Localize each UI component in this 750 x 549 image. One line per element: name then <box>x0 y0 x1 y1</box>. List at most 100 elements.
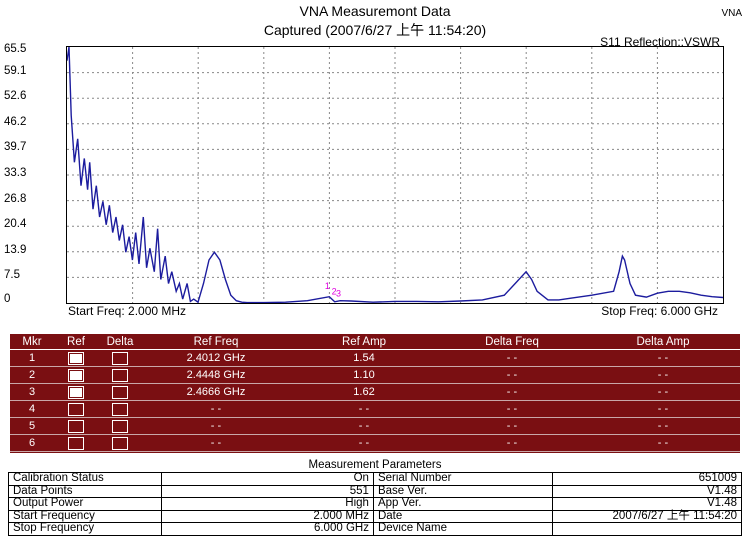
marker-delta-checkbox[interactable] <box>112 402 128 416</box>
parameter-row: Data Points 551 Base Ver. V1.48 <box>7 484 743 498</box>
parameter-label: Base Ver. <box>372 484 553 498</box>
marker-ref-checkbox[interactable] <box>68 351 84 365</box>
marker-ref-cell <box>54 434 98 452</box>
marker-mkr: 2 <box>10 366 54 384</box>
y-tick-label: 39.7 <box>4 141 27 154</box>
marker-delta-amp: - - <box>586 383 740 401</box>
y-tick-label: 46.2 <box>4 115 27 128</box>
parameter-value: 6.000 GHz <box>161 522 374 536</box>
parameter-value: 551 <box>161 484 374 498</box>
marker-header-delta-freq: Delta Freq <box>438 334 586 350</box>
marker-ref-checkbox[interactable] <box>68 385 84 399</box>
marker-delta-checkbox[interactable] <box>112 385 128 399</box>
marker-delta-amp: - - <box>586 400 740 418</box>
marker-mkr: 3 <box>10 383 54 401</box>
marker-ref-amp: 1.62 <box>290 383 438 401</box>
marker-header-delta: Delta <box>98 334 142 350</box>
marker-ref-freq: - - <box>142 417 290 435</box>
marker-table: Mkr Ref Delta Ref Freq Ref Amp Delta Freq Delt… <box>10 334 740 453</box>
y-tick-label: 65.5 <box>4 43 27 55</box>
marker-delta-freq: - - <box>438 349 586 367</box>
marker-delta-freq: - - <box>438 400 586 418</box>
marker-ref-checkbox[interactable] <box>68 402 84 416</box>
parameter-row: Calibration Status On Serial Number 651009 <box>7 472 743 486</box>
parameter-row: Stop Frequency 6.000 GHz Device Name <box>7 522 743 536</box>
marker-ref-amp: - - <box>290 400 438 418</box>
marker-ref-amp: - - <box>290 434 438 452</box>
page-title: VNA Measuremont Data <box>299 3 451 19</box>
marker-table-body: 1 2.4012 GHz 1.54- -- -2 2.4448 GHz 1.10- --… <box>10 349 740 452</box>
marker-delta-cell <box>98 349 142 367</box>
parameter-label: Stop Frequency <box>7 522 163 536</box>
measurement-mode: S11 Reflection::VSWR <box>600 35 720 49</box>
marker-delta-freq: - - <box>438 434 586 452</box>
marker-ref-checkbox[interactable] <box>68 436 84 450</box>
marker-row: 6- -- -- -- - <box>10 434 740 452</box>
marker-label-2[interactable]: 2 <box>332 287 337 297</box>
y-tick-label: 0 <box>4 293 11 305</box>
marker-ref-freq: 2.4666 GHz <box>142 383 290 401</box>
marker-row: 1 2.4012 GHz 1.54- -- - <box>10 349 740 367</box>
brand-label: VNA <box>721 8 742 19</box>
vswr-plot-svg: 12 3 <box>67 47 723 303</box>
parameter-label: Output Power <box>7 497 163 511</box>
marker-ref-cell <box>54 417 98 435</box>
marker-row: 2 2.4448 GHz 1.10- -- - <box>10 366 740 384</box>
y-tick-label: 33.3 <box>4 167 27 179</box>
measurement-parameters: Measurement Parameters Calibration Statu… <box>7 458 743 536</box>
marker-delta-freq: - - <box>438 417 586 435</box>
marker-ref-freq: 2.4448 GHz <box>142 366 290 384</box>
marker-ref-checkbox[interactable] <box>68 368 84 382</box>
marker-ref-freq: - - <box>142 434 290 452</box>
marker-delta-amp: - - <box>586 349 740 367</box>
marker-ref-amp: 1.54 <box>290 349 438 367</box>
marker-label-3[interactable]: 3 <box>336 289 341 299</box>
marker-ref-freq: 2.4012 GHz <box>142 349 290 367</box>
parameter-label: Start Frequency <box>7 509 163 523</box>
marker-row: 4- -- -- -- - <box>10 400 740 418</box>
marker-ref-checkbox[interactable] <box>68 419 84 433</box>
marker-delta-checkbox[interactable] <box>112 419 128 433</box>
y-tick-label: 26.8 <box>4 192 27 205</box>
parameters-title: Measurement Parameters <box>308 459 442 471</box>
marker-label-1[interactable]: 1 <box>325 281 330 291</box>
marker-ref-amp: - - <box>290 417 438 435</box>
marker-delta-cell <box>98 434 142 452</box>
parameter-label: App Ver. <box>372 497 553 511</box>
marker-delta-checkbox[interactable] <box>112 436 128 450</box>
start-freq-label: Start Freq: 2.000 MHz <box>68 304 187 318</box>
marker-delta-checkbox[interactable] <box>112 351 128 365</box>
parameter-value <box>551 522 743 536</box>
parameter-value: High <box>161 497 374 511</box>
capture-timestamp: Captured (2007/6/27 上午 11:54:20) <box>263 22 487 38</box>
parameter-value: 2007/6/27 上午 11:54:20 <box>551 509 743 523</box>
marker-row: 3 2.4666 GHz 1.62- -- - <box>10 383 740 401</box>
y-tick-label: 59.1 <box>4 64 27 77</box>
marker-mkr: 1 <box>10 349 54 367</box>
marker-header-delta-amp: Delta Amp <box>586 334 740 350</box>
marker-header-ref: Ref <box>54 334 98 350</box>
marker-delta-freq: - - <box>438 366 586 384</box>
y-tick-label: 7.5 <box>4 269 20 282</box>
parameter-label: Data Points <box>7 484 163 498</box>
marker-ref-cell <box>54 383 98 401</box>
y-tick-label: 52.6 <box>4 90 27 103</box>
marker-ref-freq: - - <box>142 400 290 418</box>
marker-delta-amp: - - <box>586 434 740 452</box>
marker-row: 5- -- -- -- - <box>10 417 740 435</box>
parameter-value: 651009 <box>551 472 743 486</box>
parameters-table: Calibration Status On Serial Number 651009 D… <box>7 472 743 536</box>
parameter-value: 2.000 MHz <box>161 509 374 523</box>
parameter-value: V1.48 <box>551 484 743 498</box>
marker-mkr: 6 <box>10 434 54 452</box>
marker-mkr: 4 <box>10 400 54 418</box>
parameter-value: V1.48 <box>551 497 743 511</box>
marker-delta-checkbox[interactable] <box>112 368 128 382</box>
parameter-label: Device Name <box>372 522 553 536</box>
marker-delta-cell <box>98 366 142 384</box>
parameter-label: Serial Number <box>372 472 553 486</box>
marker-ref-cell <box>54 400 98 418</box>
marker-delta-cell <box>98 383 142 401</box>
marker-delta-amp: - - <box>586 366 740 384</box>
